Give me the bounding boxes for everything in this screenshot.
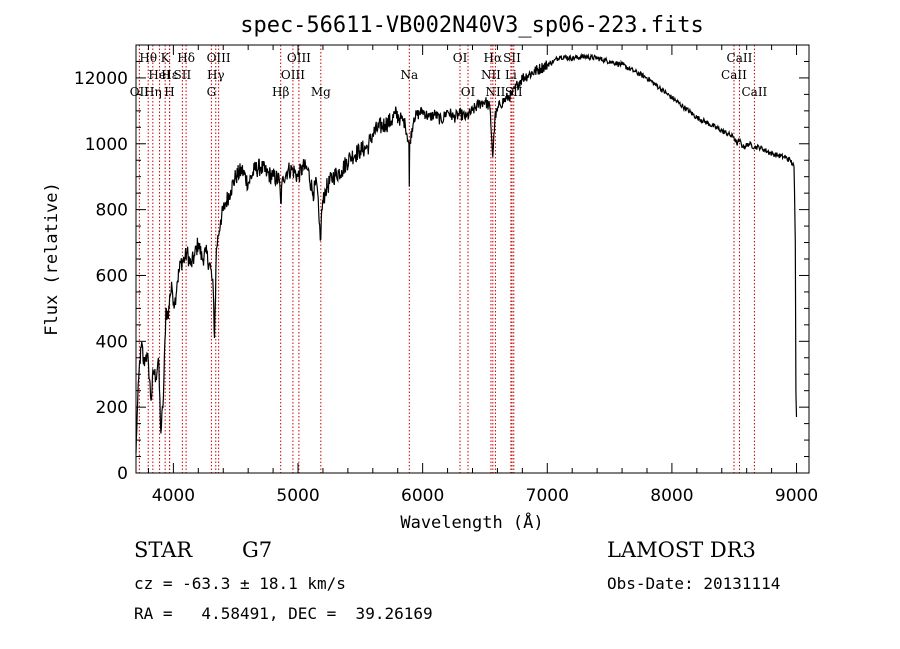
- line-label: Hδ: [177, 51, 195, 65]
- y-tick-label: 400: [96, 332, 128, 352]
- line-label: OI: [461, 85, 476, 99]
- x-axis-ticks: 4000 5000 6000 7000 8000 9000: [147, 45, 818, 506]
- object-type: STAR: [134, 538, 193, 562]
- line-label: CaII: [721, 68, 747, 82]
- y-axis-ticks: 0 200 400 600 800 1000 12000: [74, 60, 809, 484]
- x-axis-label: Wavelength (Å): [400, 511, 543, 533]
- spectral-subclass: G7: [242, 538, 273, 562]
- y-tick-label: 600: [96, 266, 128, 286]
- line-label: CaII: [741, 85, 767, 99]
- line-label: CaII: [727, 51, 753, 65]
- chart-title: spec-56611-VB002N40V3_sp06-223.fits: [240, 13, 704, 38]
- y-tick-label: 0: [117, 464, 128, 484]
- line-label: Hα: [484, 51, 503, 65]
- line-label: OIII: [287, 51, 311, 65]
- line-label: Mg: [311, 85, 331, 99]
- y-tick-label: 1000: [85, 135, 128, 155]
- line-label: NII: [481, 68, 501, 82]
- line-label: NII: [485, 85, 505, 99]
- line-label: SII: [174, 68, 192, 82]
- line-label: Hη: [144, 85, 162, 99]
- spectral-line-markers: [138, 45, 755, 473]
- line-label: HeI: [148, 68, 171, 82]
- line-label: OI: [453, 51, 468, 65]
- y-tick-label: 800: [96, 201, 128, 221]
- y-tick-label: 12000: [74, 69, 128, 89]
- x-tick-label: 9000: [775, 486, 818, 506]
- line-label: SII: [503, 51, 521, 65]
- x-tick-label: 5000: [276, 486, 319, 506]
- line-label: OII: [130, 85, 150, 99]
- survey-name: LAMOST DR3: [607, 538, 756, 562]
- obs-date: Obs-Date: 20131114: [607, 574, 781, 593]
- line-label: Hγ: [207, 68, 225, 82]
- spectrum-line: [135, 52, 798, 454]
- y-axis-label: Flux (relative): [42, 182, 62, 336]
- coordinates: RA = 4.58491, DEC = 39.26169: [134, 604, 433, 623]
- line-label: K: [161, 51, 171, 65]
- line-label: Na: [400, 68, 418, 82]
- line-label: OIII: [207, 51, 231, 65]
- x-tick-label: 7000: [526, 486, 569, 506]
- redshift-readout: cz = -63.3 ± 18.1 km/s: [134, 574, 346, 593]
- line-label: Hθ: [139, 51, 157, 65]
- line-label: Hβ: [272, 85, 289, 99]
- y-tick-label: 200: [96, 398, 128, 418]
- line-label: Hε: [161, 68, 178, 82]
- x-tick-label: 8000: [650, 486, 693, 506]
- x-tick-label: 6000: [401, 486, 444, 506]
- line-label: OIII: [281, 68, 305, 82]
- line-label: Li: [505, 68, 517, 82]
- x-tick-label: 4000: [152, 486, 195, 506]
- line-label: H: [164, 85, 174, 99]
- line-label: G: [207, 85, 217, 99]
